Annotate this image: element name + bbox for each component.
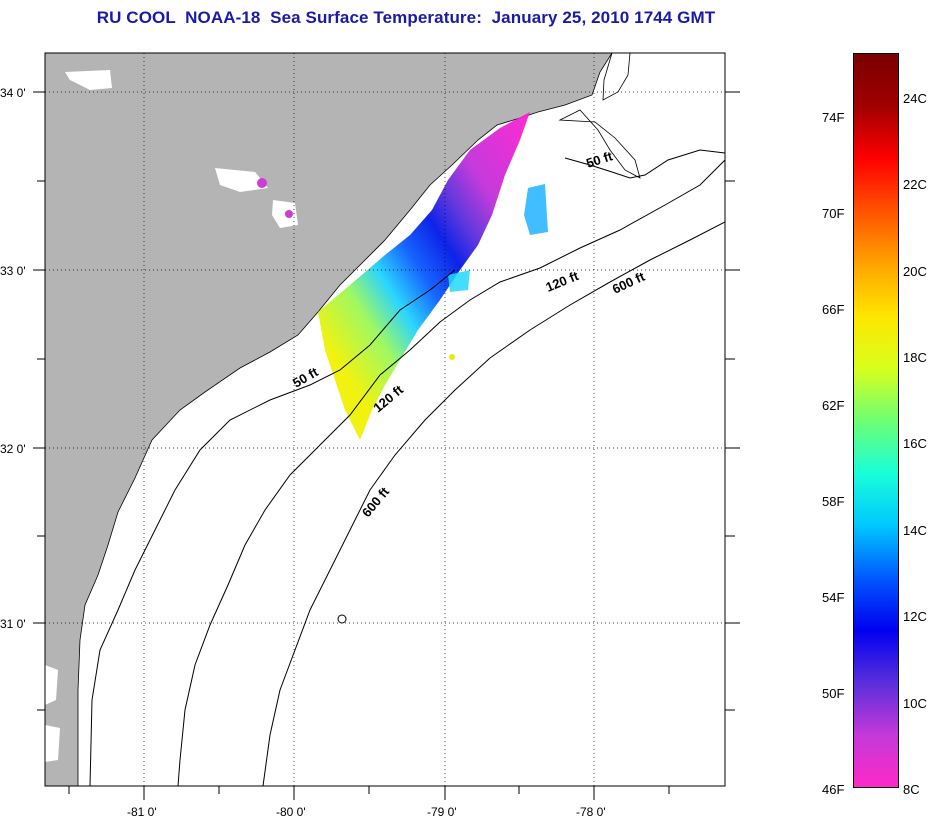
- isobath-600ft: [262, 221, 725, 786]
- colorbar-label-c: 20C: [903, 264, 927, 279]
- colorbar: [853, 53, 899, 788]
- map-title: RU COOL NOAA-18 Sea Surface Temperature:…: [96, 8, 716, 27]
- lon-label: -78 0': [576, 805, 606, 817]
- colorbar-label-c: 22C: [903, 177, 927, 192]
- lat-label: 31 0': [0, 617, 26, 631]
- colorbar-label-f: 66F: [822, 302, 845, 317]
- colorbar-label-f: 70F: [822, 206, 845, 221]
- lat-label: 32 0': [0, 442, 26, 456]
- colorbar-label-f: 50F: [822, 686, 845, 701]
- land-mass: [45, 53, 613, 786]
- lon-label: -80 0': [276, 805, 306, 817]
- lon-label: -79 0': [427, 805, 457, 817]
- colorbar-label-c: 8C: [903, 782, 920, 797]
- graticule: [45, 53, 725, 786]
- colorbar-label-c: 24C: [903, 91, 927, 106]
- colorbar-label-c: 18C: [903, 350, 927, 365]
- colorbar-label-c: 14C: [903, 523, 927, 538]
- isobath-50ft: [89, 149, 725, 786]
- colorbar-label-f: 46F: [822, 782, 845, 797]
- map-frame: [44, 52, 726, 787]
- axis-ticks: [33, 91, 740, 800]
- sst-swath: [318, 112, 530, 440]
- colorbar-label-f: 58F: [822, 494, 845, 509]
- isobath-120ft: [177, 159, 725, 786]
- colorbar-label-c: 12C: [903, 609, 927, 624]
- colorbar-label-c: 16C: [903, 436, 927, 451]
- colorbar-label-f: 54F: [822, 590, 845, 605]
- colorbar-label-c: 10C: [903, 696, 927, 711]
- colorbar-label-f: 74F: [822, 110, 845, 125]
- lat-label: 33 0': [0, 264, 26, 278]
- colorbar-label-f: 62F: [822, 398, 845, 413]
- lat-label: 34 0': [0, 86, 26, 100]
- lon-label: -81 0': [127, 805, 157, 817]
